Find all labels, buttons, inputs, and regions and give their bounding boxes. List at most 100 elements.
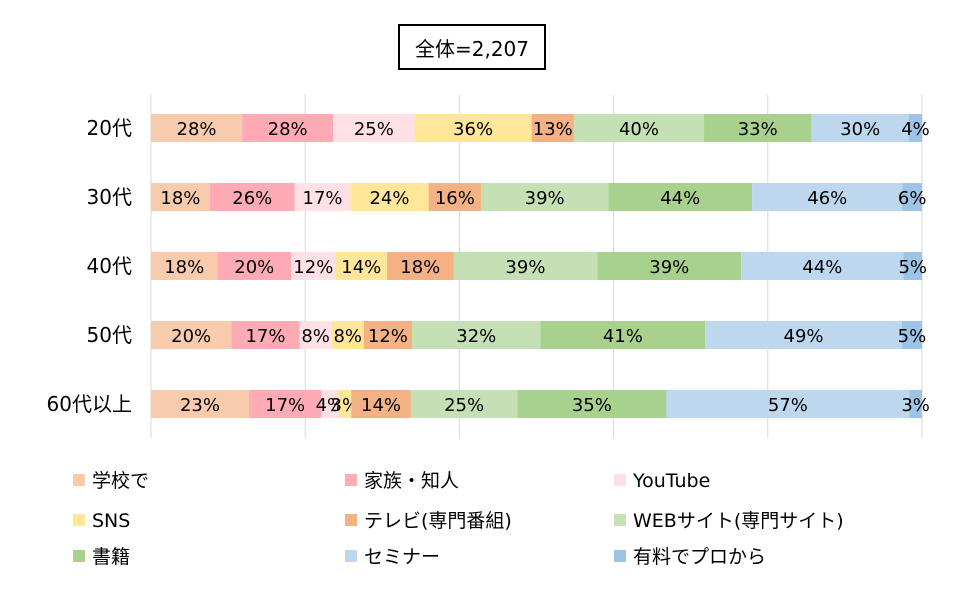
- bar-segment: [901, 321, 922, 349]
- legend-label: 学校で: [92, 470, 149, 492]
- data-label: 49%: [784, 326, 824, 347]
- bar-segment: [597, 252, 742, 280]
- data-label: 12%: [293, 257, 333, 278]
- bar-segment: [151, 114, 243, 142]
- data-label: 46%: [807, 188, 847, 209]
- legend-swatch: [614, 550, 626, 562]
- data-label: 33%: [738, 119, 778, 140]
- bar-segment: [480, 183, 609, 211]
- bar-segment: [151, 321, 232, 349]
- legend-swatch: [614, 474, 626, 486]
- bar-segment: [428, 183, 481, 211]
- total-label: 全体=2,207: [414, 36, 529, 61]
- data-label: 41%: [603, 326, 643, 347]
- bar-segment: [151, 252, 218, 280]
- data-label: 18%: [164, 257, 204, 278]
- bar-segment: [350, 183, 429, 211]
- bar-segment: [151, 390, 249, 418]
- data-label: 39%: [649, 257, 689, 278]
- bar-segment: [387, 252, 454, 280]
- legend-swatch: [345, 474, 357, 486]
- bar-segment: [209, 183, 295, 211]
- data-label: 4%: [316, 395, 345, 416]
- bar-segment: [338, 390, 352, 418]
- legend-swatch: [73, 474, 85, 486]
- bar-segment: [540, 321, 706, 349]
- data-label: 8%: [301, 326, 330, 347]
- legend-label: SNS: [92, 510, 130, 532]
- bar-segment: [333, 114, 415, 142]
- data-label: 17%: [245, 326, 285, 347]
- bar-segment: [909, 390, 922, 418]
- category-label: 60代以上: [47, 392, 132, 416]
- data-label: 26%: [232, 188, 272, 209]
- legend-swatch: [345, 550, 357, 562]
- bar-segment: [704, 114, 812, 142]
- legend: 学校で 家族・知人 YouTube SNS テレビ(専門番組) WEBサイト(専門サイト)…: [73, 470, 844, 568]
- bar-segment: [903, 252, 922, 280]
- bar-segment: [335, 252, 388, 280]
- bar-segment: [811, 114, 909, 142]
- bar-segment: [248, 390, 322, 418]
- legend-swatch: [345, 514, 357, 526]
- data-label: 30%: [840, 119, 880, 140]
- data-label: 36%: [453, 119, 493, 140]
- bar-segment: [410, 390, 518, 418]
- bar-segment: [752, 183, 903, 211]
- data-label: 4%: [901, 119, 930, 140]
- data-label: 25%: [354, 119, 394, 140]
- data-label: 23%: [180, 395, 220, 416]
- data-label: 25%: [444, 395, 484, 416]
- legend-label: YouTube: [632, 470, 710, 492]
- bars: 28% 28% 25% 36% 13% 40% 33% 30% 4% 20代 18% 26% 17% 24…: [47, 114, 930, 418]
- data-label: 28%: [268, 119, 308, 140]
- data-label: 44%: [660, 188, 700, 209]
- legend-label: セミナー: [364, 546, 440, 568]
- bar-segment: [908, 114, 922, 142]
- bar-segment: [517, 390, 667, 418]
- data-label: 39%: [505, 257, 545, 278]
- data-label: 14%: [361, 395, 401, 416]
- data-label: 40%: [619, 119, 659, 140]
- legend-label: テレビ(専門番組): [364, 510, 512, 532]
- bar-segment: [412, 321, 541, 349]
- total-label-box: 全体=2,207: [398, 24, 546, 70]
- data-label: 6%: [898, 188, 927, 209]
- data-label: 14%: [341, 257, 381, 278]
- data-label: 17%: [265, 395, 305, 416]
- bar-segment: [321, 390, 339, 418]
- bar-segment: [294, 183, 351, 211]
- data-label: 8%: [333, 326, 362, 347]
- bar-segment: [242, 114, 334, 142]
- bar-segment: [151, 183, 210, 211]
- legend-swatch: [614, 514, 626, 526]
- category-label: 50代: [87, 323, 132, 347]
- bar-segment: [705, 321, 902, 349]
- data-label: 35%: [572, 395, 612, 416]
- data-label: 18%: [400, 257, 440, 278]
- bar-segment: [414, 114, 532, 142]
- bar-segment: [331, 321, 364, 349]
- bar-segment: [299, 321, 332, 349]
- legend-label: WEBサイト(専門サイト): [633, 510, 844, 532]
- legend-label: 有料でプロから: [633, 546, 766, 568]
- legend-swatch: [73, 514, 85, 526]
- category-label: 20代: [87, 116, 132, 140]
- data-label: 3%: [901, 395, 930, 416]
- bar-segment: [573, 114, 705, 142]
- bar-segment: [351, 390, 411, 418]
- data-label: 12%: [368, 326, 408, 347]
- legend-label: 家族・知人: [364, 470, 459, 492]
- data-label: 57%: [768, 395, 808, 416]
- data-label: 44%: [802, 257, 842, 278]
- bar-segment: [741, 252, 904, 280]
- bar-segment: [291, 252, 336, 280]
- data-label: 32%: [456, 326, 496, 347]
- data-label: 39%: [525, 188, 565, 209]
- bar-segment: [363, 321, 413, 349]
- category-label: 30代: [87, 185, 132, 209]
- legend-swatch: [73, 550, 85, 562]
- bar-segment: [666, 390, 910, 418]
